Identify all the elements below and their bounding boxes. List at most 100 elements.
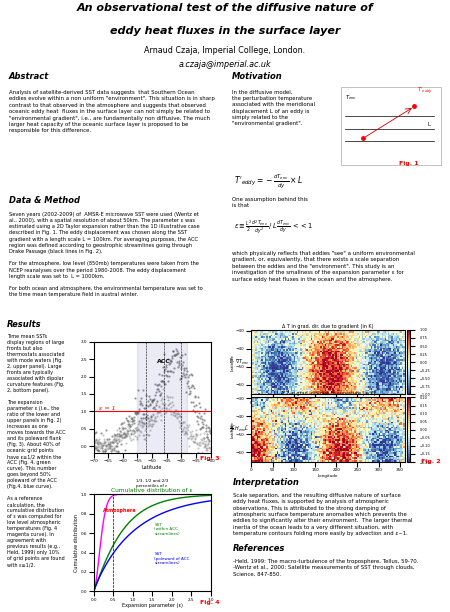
Point [171,350,178,360]
Point [138,420,145,430]
Point [196,430,203,439]
Point [155,402,162,412]
Point [202,424,210,433]
Point [204,438,212,448]
Point [141,403,149,413]
Point [124,425,131,435]
Point [109,441,116,451]
Point [184,376,192,386]
Point [177,352,184,362]
Point [131,431,139,441]
Point [127,428,135,438]
Point [169,351,176,360]
Point [98,428,105,438]
Point [172,349,180,359]
Point [128,414,135,424]
Text: Atmosphere: Atmosphere [103,508,137,513]
Point [162,403,169,413]
Point [191,438,198,447]
Point [117,431,124,441]
Point [125,429,132,439]
Point [148,397,156,406]
Point [94,436,102,446]
Point [90,437,97,447]
Point [168,397,176,407]
Point [135,425,142,435]
Point [109,437,117,447]
Point [206,423,213,433]
Point [119,454,126,464]
Point [154,384,162,394]
Point [128,427,135,436]
Point [127,413,135,423]
Point [122,438,129,448]
Point [200,415,207,425]
Point [108,437,115,447]
Point [163,405,171,415]
Point [120,432,127,442]
Text: One assumption behind this
is that: One assumption behind this is that [232,197,307,208]
Point [138,417,145,427]
Point [103,450,110,460]
Point [90,442,98,452]
Point [165,354,172,364]
Point [182,423,189,433]
Point [186,386,194,395]
Point [153,411,161,421]
Point [114,446,122,456]
Point [142,425,149,435]
Point [166,371,173,381]
Point [121,445,128,455]
Point [112,441,119,450]
Point [176,411,183,421]
Point [169,410,176,420]
Point [112,430,119,440]
Point [140,409,148,419]
Point [107,438,114,447]
Point [136,416,143,426]
Point [198,438,205,447]
Point [145,419,152,428]
Point [97,449,104,459]
Point [104,435,111,444]
Point [160,384,167,394]
Point [105,442,112,452]
Point [204,434,212,444]
Point [102,445,109,455]
Point [103,441,110,451]
Point [191,392,198,402]
Point [115,431,122,441]
Point [113,429,120,439]
Point [131,394,139,403]
Point [166,398,174,408]
Point [111,434,118,444]
Point [174,357,181,367]
Point [105,437,112,447]
Point [145,416,153,426]
Point [110,432,117,442]
Point [106,439,113,449]
Text: Data & Method: Data & Method [9,196,80,206]
Point [98,453,105,463]
Point [181,373,189,382]
Point [125,431,132,441]
Point [118,425,126,435]
Point [112,436,120,446]
Point [157,388,164,398]
Point [199,417,206,427]
Point [183,378,190,387]
Point [161,405,168,415]
Point [127,420,134,430]
Point [201,433,208,443]
Point [203,432,210,442]
Point [118,428,125,438]
Point [94,437,102,447]
Point [127,435,135,444]
Point [141,417,148,427]
Point [144,414,152,424]
Point [162,407,170,417]
Point [125,419,132,429]
Point [148,422,155,431]
Point [122,429,129,439]
Point [92,435,99,444]
